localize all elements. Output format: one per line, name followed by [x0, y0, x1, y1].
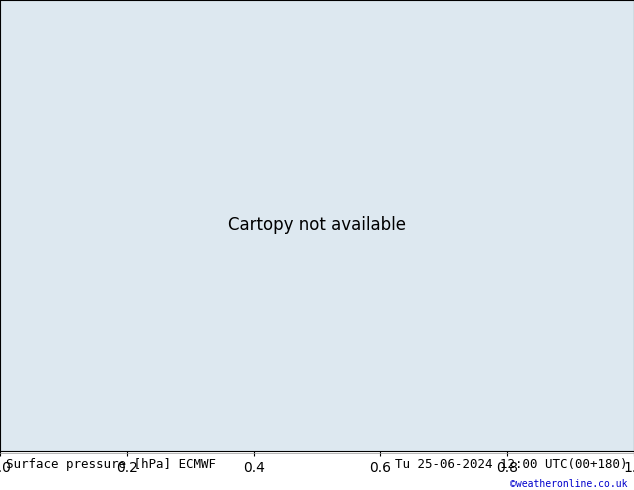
Text: Surface pressure [hPa] ECMWF: Surface pressure [hPa] ECMWF [6, 458, 216, 471]
Text: ©weatheronline.co.uk: ©weatheronline.co.uk [510, 479, 628, 489]
Text: Cartopy not available: Cartopy not available [228, 217, 406, 234]
Text: Tu 25-06-2024 12:00 UTC(00+180): Tu 25-06-2024 12:00 UTC(00+180) [395, 458, 628, 471]
